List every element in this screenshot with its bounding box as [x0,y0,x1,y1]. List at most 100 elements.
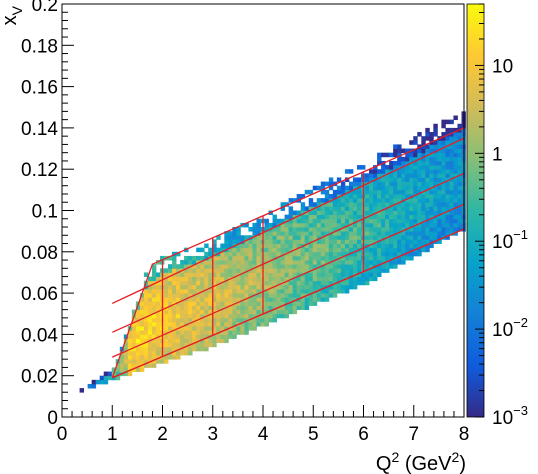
heatmap-cell [204,322,209,327]
heatmap-cell [457,206,462,211]
heatmap-cell [155,317,161,323]
heatmap-cell [292,210,298,216]
heatmap-cell [365,251,370,257]
heatmap-cell [288,222,294,228]
heatmap-cell [184,255,189,261]
heatmap-cell [377,264,382,269]
heatmap-cell [200,317,205,323]
heatmap-cell [304,276,310,282]
heatmap-cell [192,317,197,323]
heatmap-cell [200,264,205,269]
heatmap-cell [204,342,209,348]
heatmap-cell [244,222,249,228]
heatmap-cell [348,218,354,224]
heatmap-cell [393,243,398,249]
heatmap-cell [312,231,318,236]
heatmap-cell [457,152,462,158]
y-axis: 00.020.040.060.080.10.120.140.160.180.2 [21,0,74,429]
heatmap-cell [139,317,145,323]
heatmap-cell [115,363,121,368]
heatmap-cell [405,160,410,166]
heatmap-cell [336,243,342,249]
heatmap-cell [385,239,390,244]
heatmap-cell [308,276,314,282]
heatmap-cell [449,144,454,149]
heatmap-cell [288,210,294,216]
heatmap-cell [344,218,350,224]
heatmap-cell [272,214,277,220]
heatmap-cell [180,260,185,265]
heatmap-cell [348,251,354,257]
heatmap-cell [216,317,221,323]
heatmap-cell [236,251,241,257]
heatmap-cell [284,239,290,244]
heatmap-cell [356,239,362,244]
heatmap-cell [352,231,358,236]
heatmap-cell [280,297,286,302]
heatmap-cell [308,288,314,294]
heatmap-cell [204,293,209,298]
heatmap-cell [437,156,442,162]
heatmap-cell [449,119,454,125]
heatmap-cell [405,169,410,174]
heatmap-cell [196,288,201,294]
heatmap-cell [377,152,382,158]
heatmap-cell [417,165,422,170]
heatmap-cell [151,317,157,323]
heatmap-cell [296,268,302,273]
heatmap-cell [292,198,298,203]
heatmap-cell [332,293,338,298]
heatmap-cell [389,198,394,203]
heatmap-cell [292,309,298,315]
heatmap-cell [300,210,306,216]
heatmap-cell [324,181,330,187]
heatmap-cell [336,231,342,236]
heatmap-cell [336,198,342,203]
heatmap-cell [457,202,462,207]
heatmap-cell [377,210,382,216]
heatmap-cell [441,119,446,125]
heatmap-cell [304,272,310,277]
heatmap-cell [457,181,462,187]
heatmap-cell [405,148,410,154]
heatmap-cell [280,239,286,244]
heatmap-cell [453,144,458,149]
heatmap-cell [385,268,390,273]
heatmap-cell [393,193,398,199]
heatmap-cell [336,235,342,240]
heatmap-cell [236,255,241,261]
heatmap-cell [248,288,253,294]
heatmap-cell [348,239,354,244]
heatmap-cell [437,152,442,158]
heatmap-cell [248,251,253,257]
heatmap-cell [409,227,414,232]
heatmap-cell [208,317,213,323]
heatmap-cell [252,243,257,249]
heatmap-cell [115,371,121,377]
heatmap-cell [264,247,269,253]
heatmap-cell [405,218,410,224]
heatmap-cell [188,350,193,356]
heatmap-cell [385,264,390,269]
heatmap-cell [276,280,281,286]
heatmap-cell [373,206,378,211]
heatmap-cell [409,210,414,216]
heatmap-cell [256,247,261,253]
y-tick-label: 0.18 [21,36,58,57]
heatmap-cell [256,288,261,294]
heatmap-cell [304,247,310,253]
heatmap-cell [188,309,193,315]
heatmap-cell [236,239,241,244]
heatmap-cell [405,181,410,187]
heatmap-cell [377,181,382,187]
heatmap-cell [377,185,382,191]
heatmap-cell [393,148,398,154]
heatmap-cell [272,231,277,236]
heatmap-cell [421,210,426,216]
heatmap-cell [320,264,326,269]
heatmap-cell [272,264,277,269]
heatmap-cell [320,251,326,257]
heatmap-cell [123,350,129,356]
heatmap-cell [240,243,245,249]
heatmap-cell [228,313,233,319]
